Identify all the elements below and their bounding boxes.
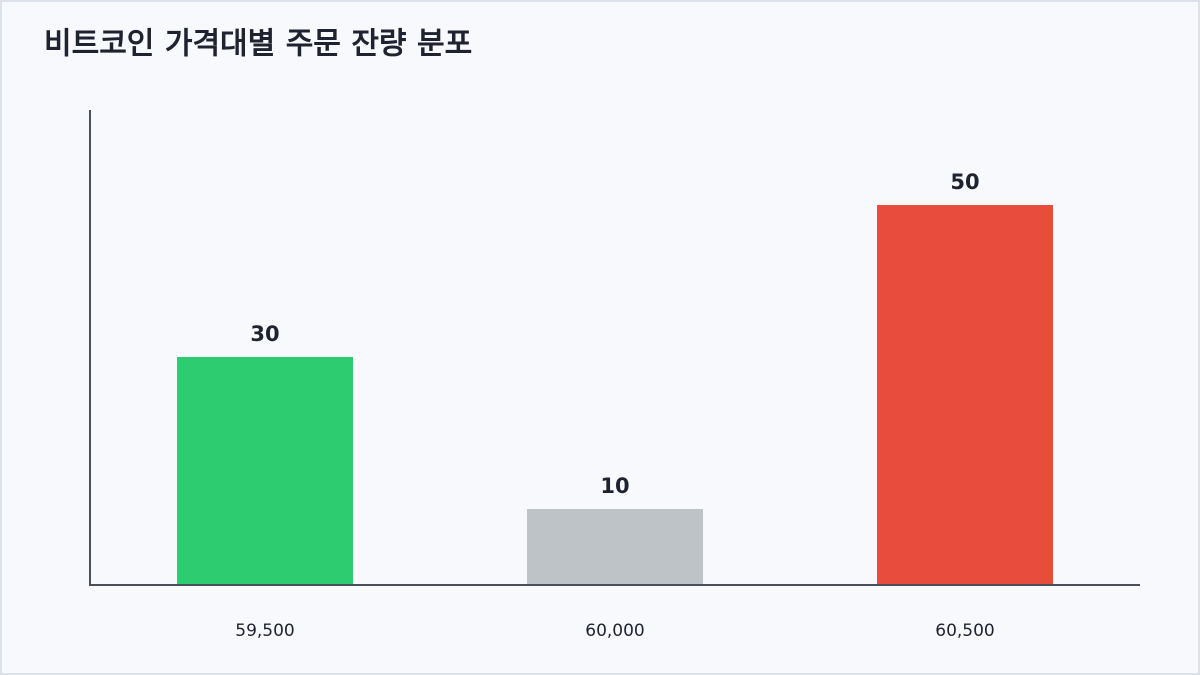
bar [177, 357, 353, 585]
x-tick-label: 60,000 [585, 621, 644, 641]
value-label: 50 [950, 170, 979, 194]
value-label: 10 [600, 474, 629, 498]
value-label: 30 [250, 322, 279, 346]
x-tick-label: 60,500 [935, 621, 994, 641]
bar [527, 509, 703, 585]
chart-title: 비트코인 가격대별 주문 잔량 분포 [44, 27, 472, 62]
bar [877, 205, 1053, 585]
x-tick-label: 59,500 [235, 621, 294, 641]
